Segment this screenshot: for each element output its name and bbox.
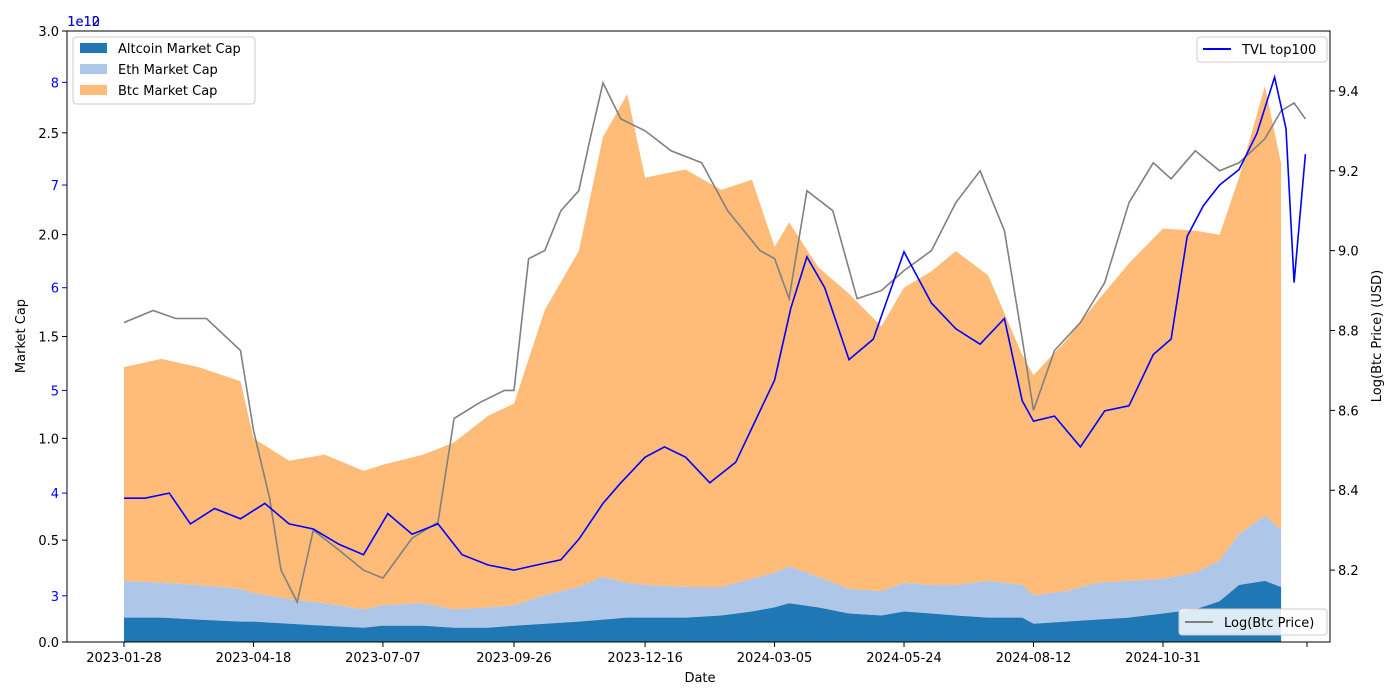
x-tick-label-7: 2024-08-12 <box>996 651 1072 666</box>
legend-swatch-altcoin <box>80 43 107 53</box>
y-right-tick-label-1: 8.4 <box>1338 484 1359 499</box>
x-tick-label-5: 2024-03-05 <box>737 651 813 666</box>
btc-price-line-layer <box>123 80 1307 605</box>
x-tick-label-6: 2024-05-24 <box>866 651 942 666</box>
y-tvl-tick-label-0: 3 <box>51 590 59 605</box>
y-tvl-tick-label-1: 4 <box>51 487 59 502</box>
x-tick-label-3: 2023-09-26 <box>476 651 552 666</box>
legend-btc-price: Log(Btc Price) <box>1178 608 1328 636</box>
y-left-tick-label-5: 2.5 <box>38 127 59 142</box>
right-axis-title: Log(Btc Price) (USD) <box>1370 270 1385 402</box>
y-tvl-tick-label-3: 6 <box>51 282 59 297</box>
x-tick-label-4: 2023-12-16 <box>607 651 683 666</box>
y-tvl-tick-label-2: 5 <box>51 384 59 399</box>
y-left-tick-label-2: 1.0 <box>38 432 59 447</box>
legend-swatch-eth <box>80 64 107 74</box>
y-left-tick-label-4: 2.0 <box>38 229 59 244</box>
btc-market-cap-area <box>124 86 1282 610</box>
x-axis-title: Date <box>684 671 715 686</box>
y-right-tick-label-3: 8.8 <box>1338 325 1359 340</box>
legend-market-cap: Altcoin Market Cap Eth Market Cap Btc Ma… <box>72 36 256 105</box>
y-right-tick-label-2: 8.6 <box>1338 404 1359 419</box>
legend-label-btc: Btc Market Cap <box>118 84 217 99</box>
tvl-top100-line <box>124 74 1307 571</box>
x-tick-label-1: 2023-04-18 <box>216 651 292 666</box>
legend-btc-price-frame <box>1178 608 1328 636</box>
y-left-tick-label-1: 0.5 <box>38 534 59 549</box>
axis-ticks-layer: 2023-01-28 2023-04-18 2023-07-07 2023-09-26… <box>38 25 1358 666</box>
legend-label-eth: Eth Market Cap <box>118 63 218 78</box>
y-tvl-tick-label-4: 7 <box>51 179 59 194</box>
y-left-tick-label-3: 1.5 <box>38 331 59 346</box>
x-tick-label-0: 2023-01-28 <box>86 651 162 666</box>
x-tick-label-8: 2024-10-31 <box>1125 651 1201 666</box>
y-tvl-tick-label-5: 8 <box>51 76 59 91</box>
legend-tvl-frame <box>1196 36 1328 63</box>
legend-label-altcoin: Altcoin Market Cap <box>118 42 241 57</box>
left-axis-offset-label: 1e12 <box>67 15 100 30</box>
y-right-tick-label-6: 9.4 <box>1338 85 1359 100</box>
left-axis-title: Market Cap <box>14 299 29 373</box>
tvl-axis-offset-label: 1e10 <box>67 15 100 30</box>
y-left-tick-label-6: 3.0 <box>38 25 59 40</box>
y-right-tick-label-4: 9.0 <box>1338 245 1359 260</box>
legend-label-tvl: TVL top100 <box>1241 43 1316 58</box>
tvl-line-layer <box>124 74 1307 571</box>
x-tick-label-2: 2023-07-07 <box>345 651 421 666</box>
eth-market-cap-area <box>124 515 1282 628</box>
y-left-tick-label-0: 0.0 <box>38 636 59 651</box>
y-right-tick-label-0: 8.2 <box>1338 564 1359 579</box>
legend-label-btc-price: Log(Btc Price) <box>1224 616 1314 631</box>
stacked-area-layer <box>124 86 1282 642</box>
altcoin-market-cap-area <box>124 580 1282 642</box>
y-right-tick-label-5: 9.2 <box>1338 165 1359 180</box>
btc-price-line <box>123 80 1307 605</box>
legend-market-cap-frame <box>72 36 256 105</box>
legend-swatch-btc <box>80 85 107 95</box>
legend-tvl: TVL top100 <box>1196 36 1328 63</box>
